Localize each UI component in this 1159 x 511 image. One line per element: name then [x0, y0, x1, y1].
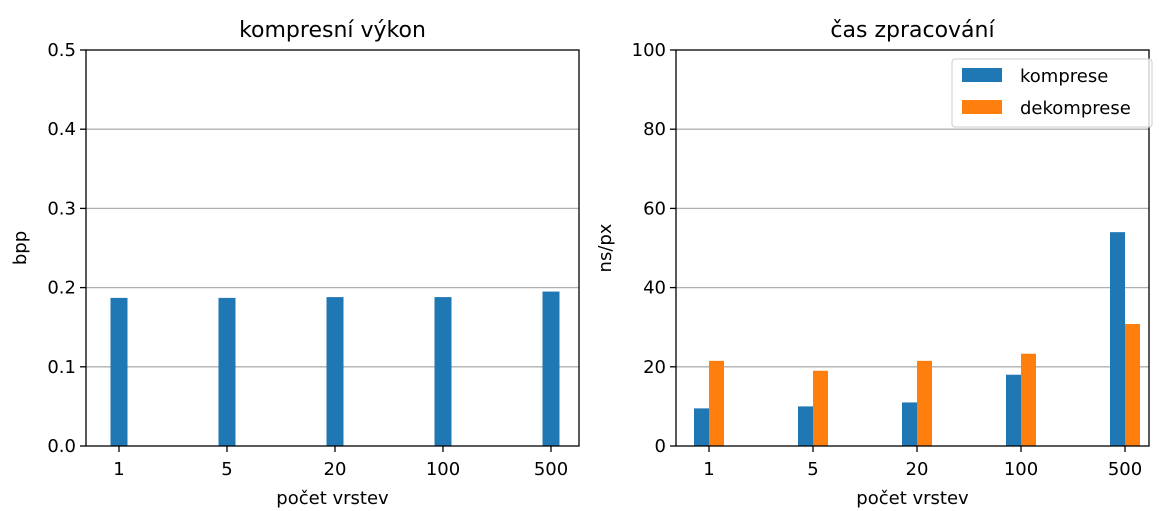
x-tick-label: 100	[426, 459, 460, 480]
bar	[434, 297, 452, 446]
x-tick-label: 1	[703, 459, 714, 480]
bar	[798, 406, 813, 446]
y-tick-label: 60	[643, 198, 666, 219]
y-tick-label: 40	[643, 278, 666, 299]
chart-1-y-axis-label: bpp	[10, 231, 31, 265]
x-tick-label: 500	[1108, 459, 1142, 480]
x-tick-label: 1	[113, 459, 124, 480]
y-tick-label: 100	[632, 40, 666, 61]
chart-2-bars	[694, 232, 1140, 446]
bar	[110, 297, 128, 446]
x-tick-label: 20	[906, 459, 929, 480]
bar	[917, 360, 932, 446]
chart-2-x-axis-label: počet vrstev	[856, 488, 969, 509]
bar	[1110, 232, 1125, 446]
bar	[218, 297, 236, 446]
chart-2-x-ticks: 1 5 20 100 500	[703, 446, 1142, 480]
bar	[902, 402, 917, 446]
legend-swatch-dekomprese	[962, 100, 1002, 114]
chart-2-grid	[676, 128, 1149, 368]
y-tick-label: 0.5	[47, 40, 76, 61]
chart-2-plot-frame	[675, 49, 1150, 447]
chart-1-x-ticks: 1 5 20 100 500	[113, 446, 568, 480]
chart-2-title: čas zpracování	[830, 18, 995, 43]
chart-1-x-axis-label: počet vrstev	[276, 488, 389, 509]
chart-2-legend: komprese dekomprese	[951, 58, 1153, 128]
bar	[709, 360, 724, 446]
chart-1-y-ticks: 0.0 0.1 0.2 0.3 0.4 0.5	[47, 40, 86, 457]
y-tick-label: 80	[643, 119, 666, 140]
chart-compression-performance: 0.0 0.1 0.2 0.3 0.4 0.5 1 5 20 100 500 kompresní …	[10, 18, 580, 509]
y-tick-label: 0.1	[47, 357, 76, 378]
legend-swatch-komprese	[962, 68, 1002, 82]
bar	[813, 370, 828, 446]
bar	[1006, 374, 1021, 446]
chart-2-y-ticks: 0 20 40 60 80 100	[632, 40, 676, 457]
x-tick-label: 5	[807, 459, 818, 480]
y-tick-label: 20	[643, 357, 666, 378]
chart-1-bars	[110, 291, 560, 446]
bar	[326, 297, 344, 446]
x-tick-label: 500	[534, 459, 568, 480]
x-tick-label: 20	[324, 459, 347, 480]
y-tick-label: 0	[655, 436, 666, 457]
legend-label-dekomprese: dekomprese	[1020, 98, 1131, 119]
y-tick-label: 0.3	[47, 198, 76, 219]
x-tick-label: 100	[1004, 459, 1038, 480]
y-tick-label: 0.0	[47, 436, 76, 457]
bar	[1021, 353, 1036, 446]
y-tick-label: 0.2	[47, 278, 76, 299]
x-tick-label: 5	[221, 459, 232, 480]
chart-processing-time: 0 20 40 60 80 100 1 5 20 100 500 čas zpracování p…	[595, 18, 1153, 509]
legend-label-komprese: komprese	[1020, 66, 1108, 87]
chart-1-plot-frame	[85, 49, 580, 447]
bar	[694, 408, 709, 446]
y-tick-label: 0.4	[47, 119, 76, 140]
bar	[542, 291, 560, 446]
chart-2-y-axis-label: ns/px	[595, 223, 616, 272]
chart-1-title: kompresní výkon	[239, 18, 426, 43]
bar	[1125, 324, 1140, 446]
